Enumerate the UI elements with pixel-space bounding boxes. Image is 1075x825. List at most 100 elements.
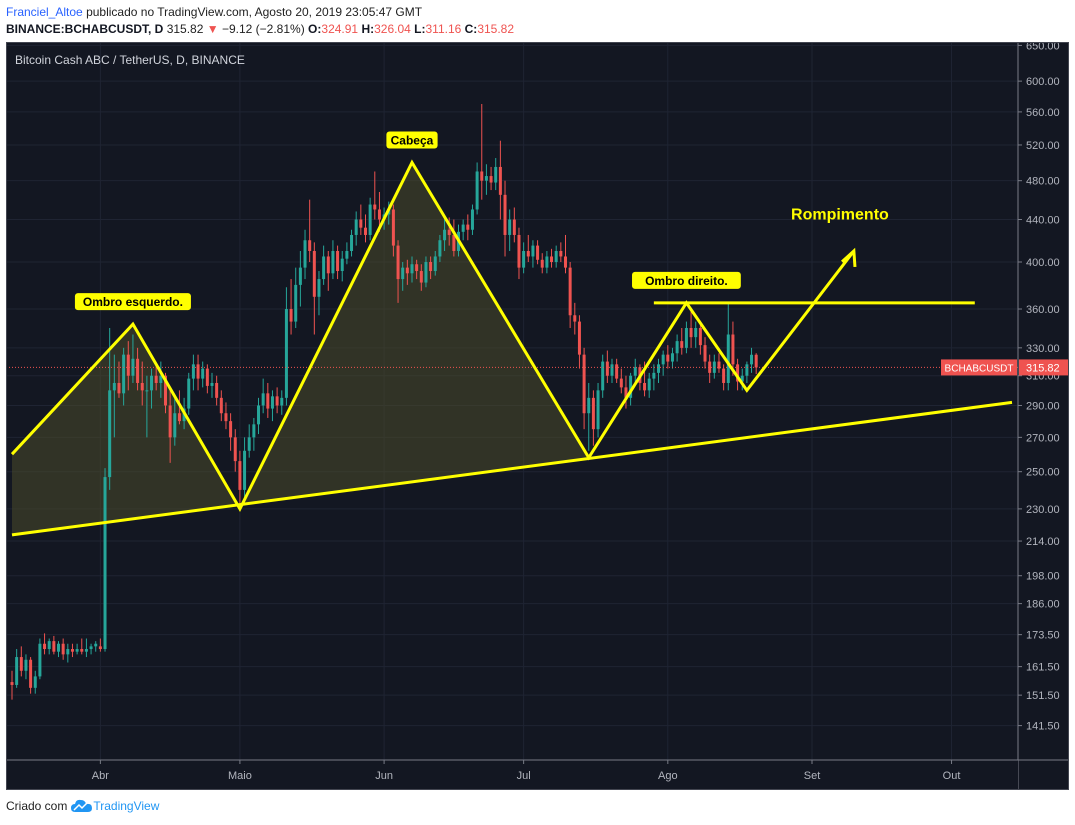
candle-body	[526, 250, 530, 257]
candle-body	[177, 413, 181, 422]
candle-body	[591, 397, 595, 430]
candle-body	[270, 396, 274, 409]
candle-body	[661, 354, 665, 365]
candle-body	[52, 641, 56, 652]
close-label: C:	[464, 22, 478, 36]
candle-body	[745, 364, 749, 376]
y-tick-label: 230.00	[1026, 504, 1060, 516]
candle-body	[550, 256, 554, 263]
candle-body	[731, 334, 735, 365]
candle-body	[568, 267, 572, 316]
high-value: 326.04	[374, 22, 411, 36]
x-tick-label: Jul	[517, 770, 531, 782]
candle-body	[475, 171, 479, 210]
price-tag-value: 315.82	[1026, 362, 1060, 374]
candle-body	[717, 361, 721, 369]
candle-body	[266, 393, 270, 409]
candle-body	[284, 309, 288, 398]
candle-body	[517, 234, 521, 268]
candle-body	[145, 390, 149, 392]
candle-body	[726, 334, 730, 383]
candle-body	[391, 209, 395, 246]
candle-body	[694, 328, 698, 338]
symbol-name: BINANCE:BCHABCUSDT, D	[6, 22, 164, 36]
footer: Criado com TradingView	[6, 799, 159, 813]
candle-body	[117, 382, 121, 394]
y-tick-label: 214.00	[1026, 536, 1060, 548]
y-tick-label: 250.00	[1026, 467, 1060, 479]
candle-body	[438, 240, 442, 257]
candle-body	[224, 413, 228, 422]
candle-body	[140, 382, 144, 391]
candle-body	[215, 382, 219, 398]
change-arrow-icon: ▼	[206, 22, 219, 36]
candle-body	[536, 245, 540, 260]
candle-body	[503, 194, 507, 235]
candle-body	[410, 264, 414, 274]
candle-body	[447, 229, 451, 235]
candle-body	[229, 421, 233, 438]
candle-body	[703, 345, 707, 362]
author-link[interactable]: Franciel_Altoe	[6, 5, 83, 19]
candle-body	[629, 375, 633, 398]
candle-body	[554, 250, 558, 263]
candle-body	[373, 204, 377, 210]
candle-body	[126, 354, 130, 376]
candle-body	[684, 328, 688, 348]
candle-body	[498, 166, 502, 195]
candle-body	[205, 368, 209, 386]
price-chart[interactable]: Ombro esquerdo. Cabeça Ombro direito. Rompi…	[6, 42, 1069, 790]
candle-body	[522, 250, 526, 268]
candle-body	[163, 375, 167, 406]
tradingview-logo[interactable]: TradingView	[71, 799, 159, 813]
candle-body	[103, 477, 107, 650]
candle-body	[480, 171, 484, 181]
candle-body	[363, 227, 367, 235]
y-tick-label: 360.00	[1026, 304, 1060, 316]
candle-body	[233, 437, 237, 462]
candle-body	[280, 397, 284, 406]
time-axis[interactable]	[6, 760, 1018, 790]
y-tick-label: 400.00	[1026, 257, 1060, 269]
candle-body	[57, 643, 61, 652]
candle-body	[154, 375, 158, 383]
candle-body	[80, 649, 84, 652]
candle-body	[587, 397, 591, 414]
y-tick-label: 480.00	[1026, 176, 1060, 188]
candle-body	[298, 267, 302, 285]
candle-body	[289, 309, 293, 322]
candle-body	[396, 245, 400, 280]
candle-body	[47, 641, 51, 650]
candle-body	[275, 396, 279, 406]
candle-body	[303, 240, 307, 268]
x-tick-label: Out	[943, 770, 961, 782]
candle-body	[238, 461, 242, 490]
candle-body	[196, 364, 200, 379]
chart-title: Bitcoin Cash ABC / TetherUS, D, BINANCE	[15, 53, 245, 67]
candle-body	[66, 649, 70, 655]
candle-body	[247, 437, 251, 451]
price-axis[interactable]	[1018, 42, 1069, 790]
candle-body	[508, 219, 512, 235]
candle-body	[601, 361, 605, 391]
y-tick-label: 198.00	[1026, 571, 1060, 583]
annotation-box	[74, 293, 191, 311]
candle-body	[647, 378, 651, 391]
candle-body	[350, 234, 354, 251]
candle-body	[708, 361, 712, 373]
y-tick-label: 650.00	[1026, 42, 1060, 52]
pattern-fill-area	[12, 162, 589, 535]
created-with-label: Criado com	[6, 799, 68, 813]
candle-body	[15, 657, 19, 685]
candle-body	[610, 364, 614, 376]
candle-body	[415, 264, 419, 272]
open-label: O:	[308, 22, 322, 36]
candle-body	[336, 250, 340, 272]
candle-body	[252, 424, 256, 438]
candle-body	[531, 245, 535, 257]
open-value: 324.91	[321, 22, 359, 36]
candle-body	[419, 271, 423, 283]
candle-body	[405, 267, 409, 274]
x-tick-label: Set	[804, 770, 821, 782]
candle-body	[201, 368, 205, 379]
